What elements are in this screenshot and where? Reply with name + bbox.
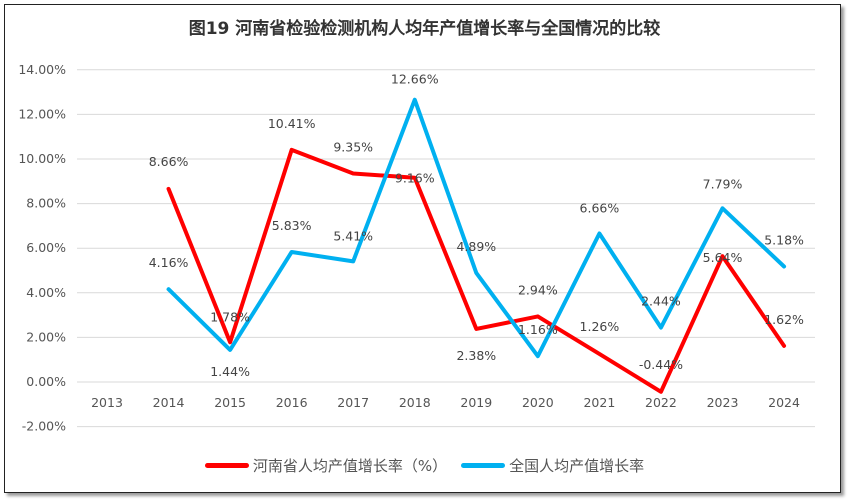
data-label: 9.35% — [333, 139, 373, 154]
series-line-henan — [166, 147, 787, 394]
data-label: 12.66% — [391, 72, 439, 87]
y-tick-label: 14.00% — [18, 62, 66, 77]
data-label: 1.26% — [580, 319, 620, 334]
legend: 河南省人均产值增长率（%） 全国人均产值增长率 — [0, 455, 849, 476]
legend-label-henan: 河南省人均产值增长率（%） — [252, 457, 448, 475]
data-label: 5.83% — [272, 218, 312, 233]
data-label: 5.64% — [703, 250, 743, 265]
legend-item-national: 全国人均产值增长率 — [461, 455, 644, 476]
y-tick-label: 8.00% — [26, 196, 66, 211]
y-tick-label: 12.00% — [18, 106, 66, 121]
x-tick-label: 2016 — [276, 395, 308, 410]
data-label: 9.16% — [395, 171, 435, 186]
y-tick-label: 0.00% — [26, 374, 66, 389]
data-label: 2.38% — [456, 348, 496, 363]
y-tick-label: -2.00% — [22, 419, 66, 434]
data-label: 5.41% — [333, 228, 373, 243]
legend-item-henan: 河南省人均产值增长率（%） — [204, 455, 448, 476]
data-label: 10.41% — [268, 116, 316, 131]
x-tick-label: 2022 — [645, 395, 677, 410]
y-tick-label: 4.00% — [26, 285, 66, 300]
data-label: 2.94% — [518, 282, 558, 297]
legend-label-national: 全国人均产值增长率 — [509, 457, 645, 475]
y-tick-label: 2.00% — [26, 329, 66, 344]
data-label: -0.44% — [639, 357, 683, 372]
x-tick-label: 2020 — [522, 395, 554, 410]
data-label: 1.16% — [518, 322, 558, 337]
x-tick-label: 2015 — [214, 395, 246, 410]
legend-swatch-national — [461, 463, 506, 468]
data-label: 4.16% — [149, 255, 189, 270]
data-label: 7.79% — [703, 176, 743, 191]
x-tick-label: 2017 — [337, 395, 369, 410]
x-tick-label: 2019 — [460, 395, 492, 410]
x-tick-label: 2018 — [399, 395, 431, 410]
data-label: 6.66% — [580, 200, 620, 215]
series-line-national — [166, 97, 787, 359]
legend-swatch-henan — [204, 463, 249, 468]
x-tick-label: 2013 — [91, 395, 123, 410]
data-label: 1.62% — [764, 312, 804, 327]
x-tick-label: 2024 — [768, 395, 800, 410]
data-label: 1.78% — [210, 309, 250, 324]
data-label: 8.66% — [149, 154, 189, 169]
x-tick-label: 2021 — [583, 395, 615, 410]
x-tick-label: 2023 — [707, 395, 739, 410]
x-tick-label: 2014 — [153, 395, 185, 410]
data-label: 5.18% — [764, 232, 804, 247]
chart-title: 图19 河南省检验检测机构人均年产值增长率与全国情况的比较 — [188, 19, 661, 39]
y-tick-label: 6.00% — [26, 240, 66, 255]
y-tick-label: 10.00% — [18, 151, 66, 166]
data-label: 4.89% — [456, 239, 496, 254]
data-label: 1.44% — [210, 364, 250, 379]
data-label: 2.44% — [641, 294, 681, 309]
